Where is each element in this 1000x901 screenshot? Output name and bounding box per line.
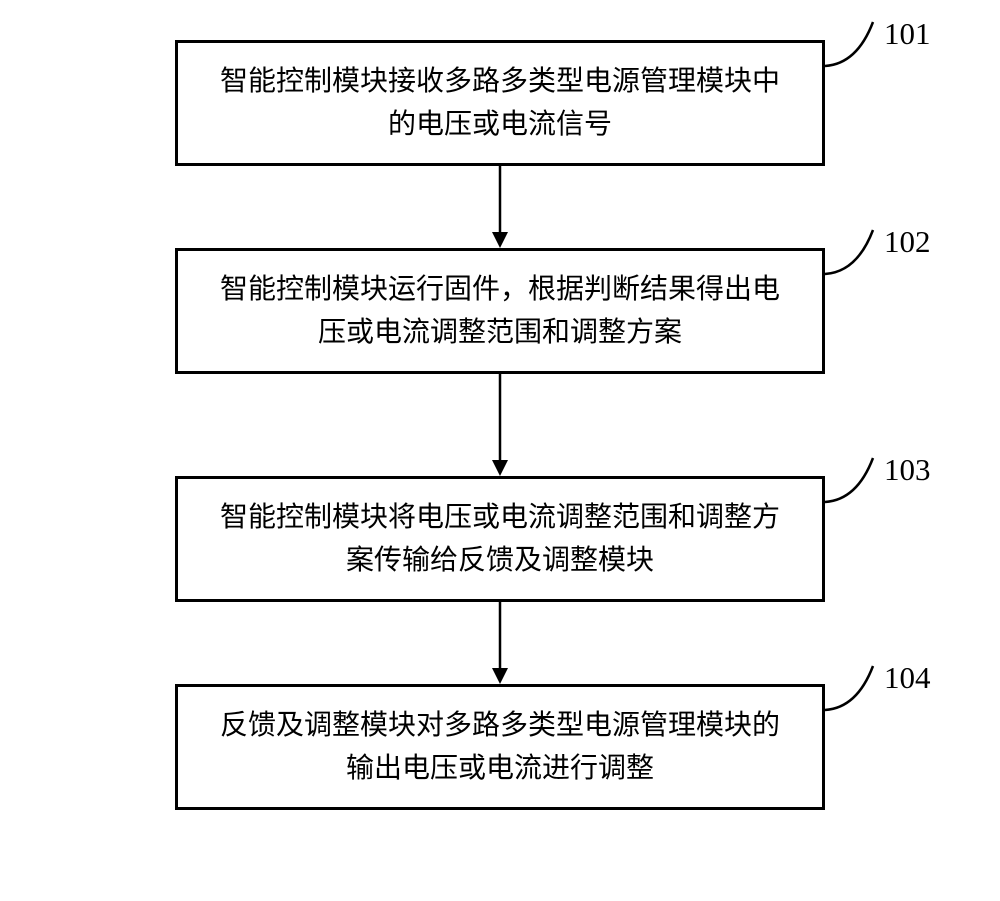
node-wrapper-102: 智能控制模块运行固件，根据判断结果得出电压或电流调整范围和调整方案 102 (0, 248, 1000, 374)
node-text-103: 智能控制模块将电压或电流调整范围和调整方案传输给反馈及调整模块 (208, 496, 792, 583)
node-box-104: 反馈及调整模块对多路多类型电源管理模块的输出电压或电流进行调整 (175, 684, 825, 810)
node-wrapper-101: 智能控制模块接收多路多类型电源管理模块中的电压或电流信号 101 (0, 40, 1000, 166)
node-text-102: 智能控制模块运行固件，根据判断结果得出电压或电流调整范围和调整方案 (208, 268, 792, 355)
node-text-101: 智能控制模块接收多路多类型电源管理模块中的电压或电流信号 (208, 60, 792, 147)
flowchart-container: 智能控制模块接收多路多类型电源管理模块中的电压或电流信号 101 智能控制模块运… (0, 0, 1000, 901)
node-label-104: 104 (884, 660, 931, 696)
node-label-102: 102 (884, 224, 931, 260)
node-wrapper-103: 智能控制模块将电压或电流调整范围和调整方案传输给反馈及调整模块 103 (0, 476, 1000, 602)
arrow-101-102 (0, 166, 1000, 248)
node-box-103: 智能控制模块将电压或电流调整范围和调整方案传输给反馈及调整模块 (175, 476, 825, 602)
node-box-101: 智能控制模块接收多路多类型电源管理模块中的电压或电流信号 (175, 40, 825, 166)
node-box-102: 智能控制模块运行固件，根据判断结果得出电压或电流调整范围和调整方案 (175, 248, 825, 374)
arrow-102-103 (0, 374, 1000, 476)
node-text-104: 反馈及调整模块对多路多类型电源管理模块的输出电压或电流进行调整 (208, 704, 792, 791)
arrow-103-104 (0, 602, 1000, 684)
node-label-103: 103 (884, 452, 931, 488)
node-label-101: 101 (884, 16, 931, 52)
node-wrapper-104: 反馈及调整模块对多路多类型电源管理模块的输出电压或电流进行调整 104 (0, 684, 1000, 810)
